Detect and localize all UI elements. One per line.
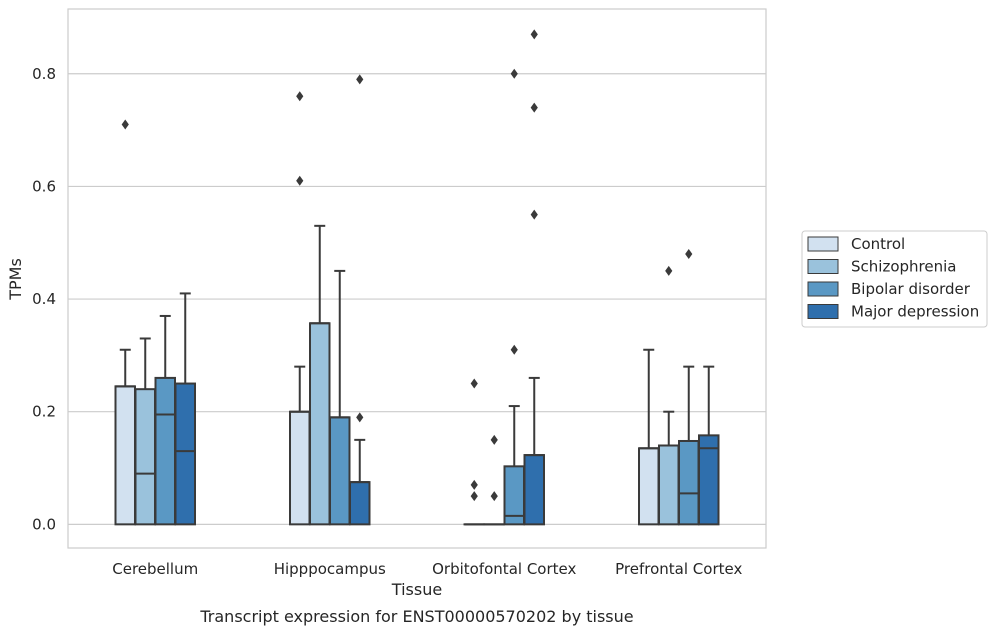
outlier-point	[121, 119, 129, 130]
legend-label: Major depression	[851, 303, 979, 321]
box-control	[114, 348, 136, 526]
box-rect	[638, 447, 660, 526]
box-rect	[698, 434, 720, 526]
legend-label: Control	[851, 235, 905, 253]
box-schizophrenia	[134, 337, 156, 526]
outlier-point	[530, 209, 538, 220]
box-rect	[309, 322, 331, 526]
legend-swatch	[807, 259, 839, 274]
box-major-depression	[174, 292, 196, 526]
legend-swatch	[807, 236, 839, 252]
box-rect	[114, 385, 136, 526]
outlier-point	[490, 491, 498, 502]
box-control	[289, 365, 311, 526]
y-tick-label: 0.4	[32, 290, 56, 308]
box-major-depression	[349, 438, 371, 526]
box-rect	[678, 439, 700, 526]
box-schizophrenia	[658, 410, 680, 526]
box-rect	[349, 481, 371, 526]
box-control	[638, 348, 660, 526]
box-schizophrenia	[309, 224, 331, 526]
x-tick-labels: Cerebellum Hipppocampus Orbitofontal Corte…	[112, 560, 742, 578]
outlier-point	[296, 175, 304, 186]
outlier-point	[490, 434, 498, 445]
plot-frame	[67, 8, 767, 549]
x-tick-label: Cerebellum	[112, 560, 198, 578]
outlier-point	[530, 29, 538, 40]
legend-items: Control Schizophrenia Bipolar disorder Majo…	[807, 235, 979, 321]
outlier-point	[356, 74, 364, 85]
x-tick-label: Prefrontal Cortex	[615, 560, 742, 578]
box-bipolar-disorder	[678, 365, 700, 526]
y-tick-labels: 0.0 0.2 0.4 0.6 0.8	[32, 65, 56, 534]
outlier-layer	[121, 29, 693, 502]
y-axis-label: TPMs	[6, 258, 25, 301]
box-rect	[289, 410, 311, 526]
y-tick-label: 0.6	[32, 177, 56, 195]
legend-label: Bipolar disorder	[851, 280, 971, 298]
legend-label: Schizophrenia	[851, 258, 956, 276]
box-rect	[154, 376, 176, 526]
box-rect	[174, 382, 196, 526]
x-axis-label: Tissue	[391, 580, 442, 599]
x-tick-label: Orbitofontal Cortex	[432, 560, 576, 578]
legend: Control Schizophrenia Bipolar disorder Majo…	[801, 230, 988, 328]
box-rect	[658, 444, 680, 526]
box-layer	[114, 224, 720, 526]
y-tick-label: 0.2	[32, 403, 56, 421]
outlier-point	[530, 102, 538, 113]
outlier-point	[510, 344, 518, 355]
box-bipolar-disorder	[329, 269, 351, 526]
chart-caption: Transcript expression for ENST0000057020…	[199, 607, 633, 626]
y-tick-label: 0.0	[32, 515, 56, 533]
outlier-point	[356, 412, 364, 423]
outlier-point	[470, 491, 478, 502]
legend-swatch	[807, 281, 839, 297]
box-major-depression	[698, 365, 720, 526]
outlier-point	[296, 91, 304, 102]
legend-swatch	[807, 304, 839, 319]
outlier-point	[510, 68, 518, 79]
box-rect	[329, 416, 351, 526]
x-tick-label: Hipppocampus	[274, 560, 386, 578]
box-bipolar-disorder	[154, 314, 176, 526]
outlier-point	[470, 479, 478, 490]
box-major-depression	[523, 376, 545, 526]
outlier-point	[685, 249, 693, 259]
y-tick-label: 0.8	[32, 65, 56, 83]
box-bipolar-disorder	[503, 405, 525, 526]
box-rect	[523, 454, 545, 526]
outlier-point	[470, 378, 478, 389]
legend-frame	[801, 230, 988, 328]
outlier-point	[665, 265, 673, 276]
box-rect	[134, 388, 156, 526]
